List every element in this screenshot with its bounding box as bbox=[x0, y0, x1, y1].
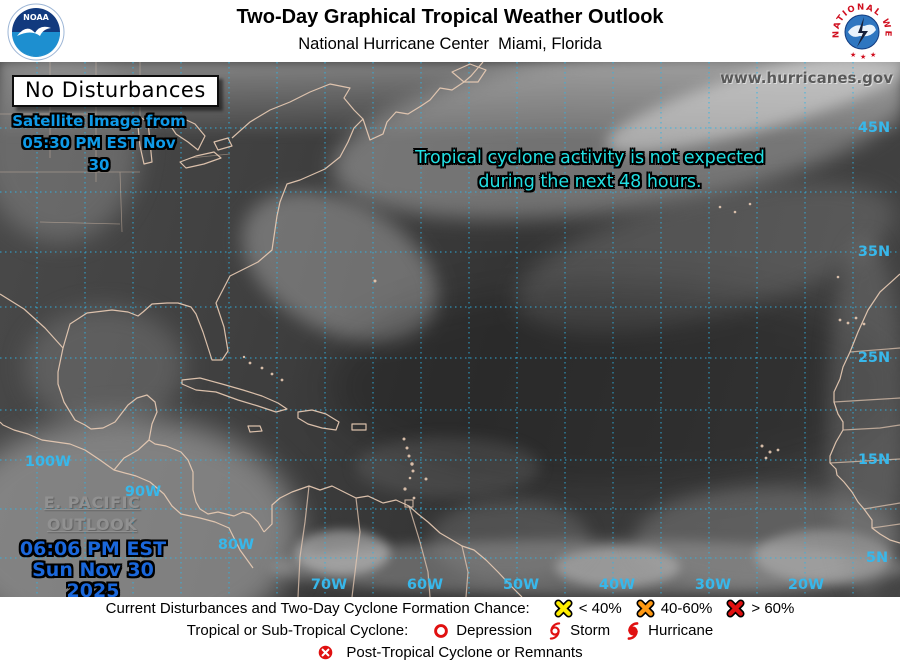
legend-40-60-label: 40-60% bbox=[660, 600, 713, 617]
islands bbox=[242, 202, 866, 508]
storm-icon bbox=[549, 621, 561, 640]
svg-text:★: ★ bbox=[860, 53, 866, 61]
legend-item-gt60: > 60% bbox=[726, 599, 794, 618]
cloud-patch bbox=[555, 547, 680, 587]
website-watermark: www.hurricanes.gov bbox=[720, 69, 893, 87]
grid-label-20W: 20W bbox=[787, 577, 825, 593]
x-yellow-icon bbox=[554, 599, 573, 618]
post-tropical-icon bbox=[319, 645, 333, 660]
legend-item-depression: Depression bbox=[432, 622, 532, 640]
legend-item-storm: Storm bbox=[546, 621, 611, 640]
cloud-patch bbox=[295, 530, 390, 575]
grid-label-100W: 100W bbox=[24, 454, 72, 470]
grid-label-25N: 25N bbox=[857, 350, 891, 366]
satellite-caption-line1: Satellite Image from bbox=[12, 112, 186, 130]
epac-outlook-line2: OUTLOOK bbox=[46, 515, 138, 534]
legend-storm-label: Storm bbox=[570, 622, 611, 639]
grid-label-45N: 45N bbox=[857, 120, 891, 136]
hurricane-icon bbox=[627, 621, 639, 640]
grid-label-40W: 40W bbox=[598, 577, 636, 593]
satellite-caption-line2: 05:30 PM EST Nov 30 bbox=[22, 134, 176, 174]
grid-label-15N: 15N bbox=[857, 452, 891, 468]
latlon-grid bbox=[0, 62, 900, 597]
outlook-message-line1: Tropical cyclone activity is not expecte… bbox=[415, 148, 765, 168]
x-orange-icon bbox=[636, 599, 655, 618]
depression-icon bbox=[434, 623, 449, 638]
legend-row-post-tropical: Post-Tropical Cyclone or Remnants bbox=[0, 642, 900, 663]
cloud-patch bbox=[355, 437, 540, 497]
cloud-patch bbox=[25, 307, 185, 427]
issuance-timestamp: 06:06 PM EST Sun Nov 30 2025 bbox=[14, 538, 172, 598]
legend-gt60-label: > 60% bbox=[751, 600, 795, 617]
coastlines bbox=[0, 62, 900, 597]
epac-outlook-link[interactable]: E. PACIFIC OUTLOOK bbox=[42, 492, 142, 536]
grid-label-5N: 5N bbox=[865, 550, 889, 566]
header: NOAA Two-Day Graphical Tropical Weather … bbox=[0, 0, 900, 62]
grid-label-35N: 35N bbox=[857, 244, 891, 260]
outlook-message: Tropical cyclone activity is not expecte… bbox=[370, 146, 810, 194]
legend-hurricane-label: Hurricane bbox=[648, 622, 714, 639]
legend-depression-label: Depression bbox=[456, 622, 533, 639]
status-banner-label: No Disturbances bbox=[25, 78, 206, 102]
nws-logo-icon: NATIONAL WEATHER SERVICE ★ ★ ★ bbox=[830, 2, 891, 61]
cloud-patch bbox=[755, 530, 890, 582]
cloud-patch bbox=[635, 487, 900, 592]
grid-label-80W: 80W bbox=[217, 537, 255, 553]
grid-label-60W: 60W bbox=[406, 577, 444, 593]
outlook-map-image[interactable]: No Disturbances Satellite Image from 05:… bbox=[0, 62, 900, 597]
svg-text:★: ★ bbox=[870, 51, 876, 59]
legend: Current Disturbances and Two-Day Cyclone… bbox=[0, 597, 900, 665]
status-banner: No Disturbances bbox=[12, 75, 219, 107]
outlook-message-line2: during the next 48 hours. bbox=[478, 172, 702, 192]
page-title: Two-Day Graphical Tropical Weather Outlo… bbox=[236, 6, 664, 28]
legend-cyclone-label: Tropical or Sub-Tropical Cyclone: bbox=[186, 622, 409, 639]
noaa-logo-label: NOAA bbox=[23, 13, 49, 22]
grid-label-30W: 30W bbox=[694, 577, 732, 593]
svg-text:★: ★ bbox=[850, 51, 856, 59]
legend-post-tropical-label: Post-Tropical Cyclone or Remnants bbox=[346, 644, 583, 661]
x-red-icon bbox=[726, 599, 745, 618]
legend-item-lt40: < 40% bbox=[554, 599, 622, 618]
legend-item-post-tropical: Post-Tropical Cyclone or Remnants bbox=[317, 644, 583, 661]
issuance-timestamp-line1: 06:06 PM EST bbox=[19, 538, 167, 560]
legend-item-40-60: 40-60% bbox=[636, 599, 713, 618]
legend-formation-label: Current Disturbances and Two-Day Cyclone… bbox=[105, 600, 530, 617]
grid-label-70W: 70W bbox=[310, 577, 348, 593]
legend-row-formation-chance: Current Disturbances and Two-Day Cyclone… bbox=[0, 598, 900, 619]
page-subtitle: National Hurricane Center Miami, Florida bbox=[298, 35, 602, 53]
grid-label-90W: 90W bbox=[124, 484, 162, 500]
cloud-patch bbox=[430, 500, 590, 580]
legend-row-cyclone-types: Tropical or Sub-Tropical Cyclone: Depres… bbox=[0, 620, 900, 641]
grid-label-50W: 50W bbox=[502, 577, 540, 593]
noaa-logo-icon: NOAA bbox=[7, 3, 65, 61]
issuance-timestamp-line2: Sun Nov 30 2025 bbox=[32, 559, 154, 598]
satellite-caption: Satellite Image from 05:30 PM EST Nov 30 bbox=[10, 110, 188, 176]
legend-item-hurricane: Hurricane bbox=[624, 621, 714, 640]
epac-outlook-line1: E. PACIFIC bbox=[43, 493, 141, 512]
legend-lt40-label: < 40% bbox=[578, 600, 622, 617]
